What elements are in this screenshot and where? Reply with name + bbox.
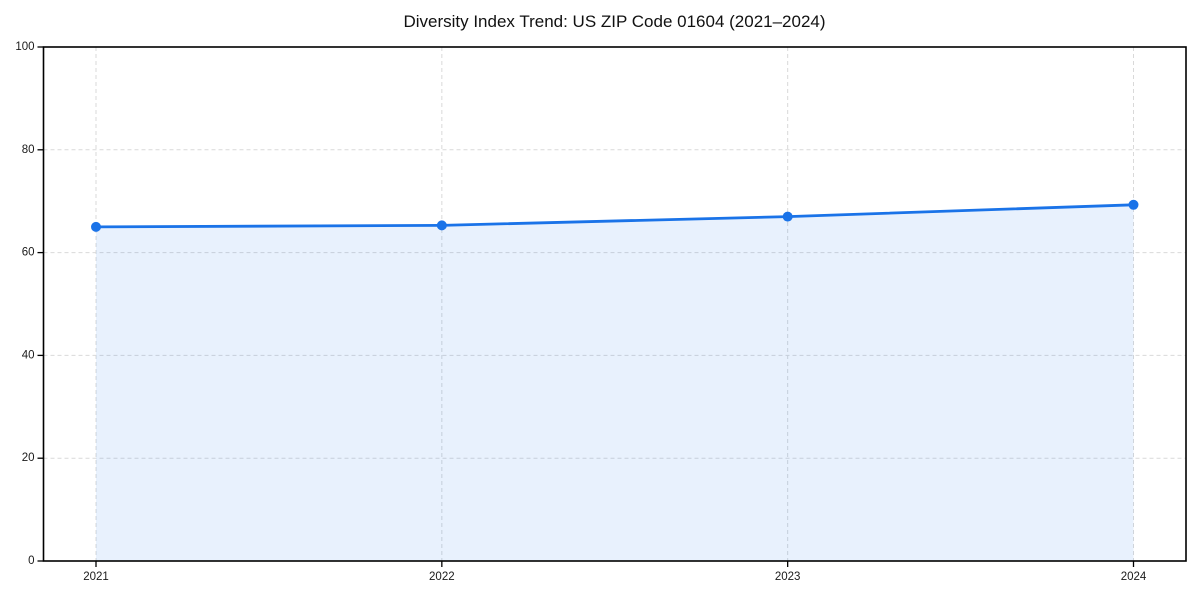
- data-point-2021: [91, 221, 101, 232]
- y-tick-label: 80: [22, 144, 35, 156]
- series-area: [96, 204, 1134, 561]
- data-point-2024: [1128, 199, 1139, 210]
- data-point-2023: [782, 211, 793, 222]
- x-tick-label: 2023: [775, 571, 801, 583]
- y-tick-label: 20: [22, 452, 35, 464]
- chart-title: Diversity Index Trend: US ZIP Code 01604…: [403, 12, 826, 31]
- y-tick-label: 60: [22, 247, 35, 259]
- y-tick-label: 40: [22, 349, 35, 361]
- y-tick-label: 100: [15, 41, 34, 53]
- axes-frame: [42, 46, 1187, 562]
- y-tick-label: 0: [28, 555, 34, 567]
- x-tick-label: 2024: [1121, 571, 1147, 583]
- data-point-2022: [436, 220, 447, 231]
- series-line: [94, 203, 1135, 229]
- x-tick-label: 2021: [83, 571, 109, 583]
- x-tick-label: 2022: [429, 571, 455, 583]
